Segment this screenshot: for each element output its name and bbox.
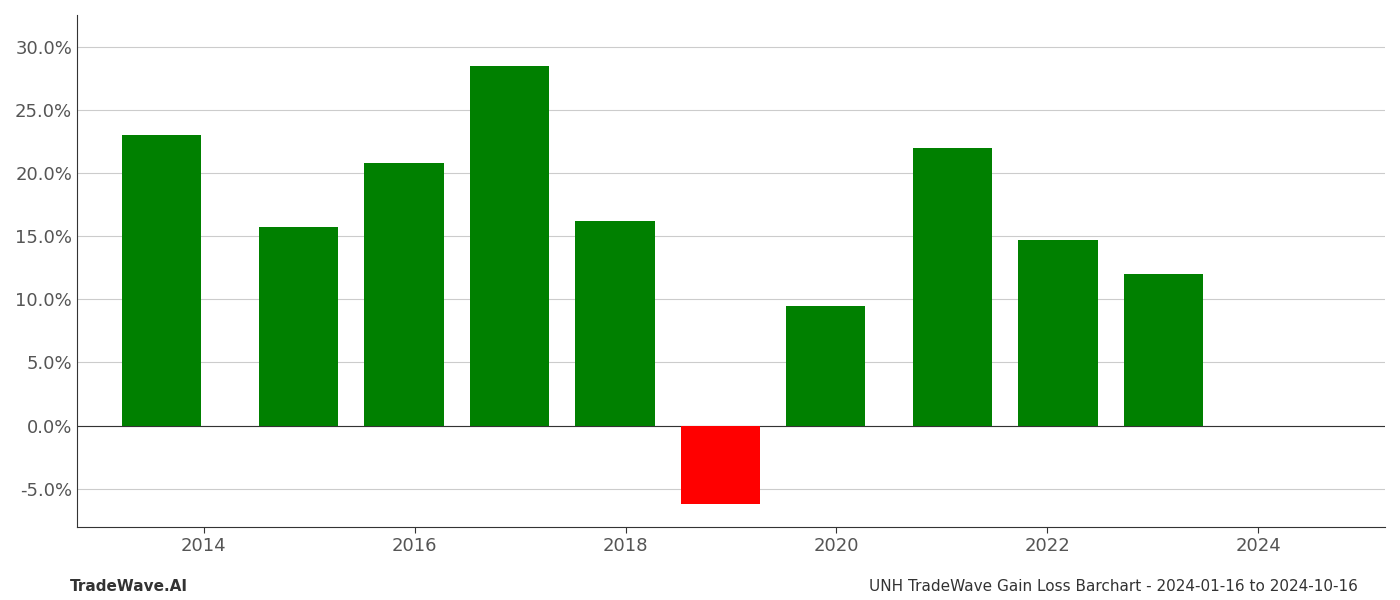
Bar — [787, 305, 865, 425]
Bar — [259, 227, 337, 425]
Bar — [913, 148, 993, 425]
Bar — [1018, 240, 1098, 425]
Bar — [680, 425, 760, 504]
Bar — [470, 65, 549, 425]
Bar — [1124, 274, 1203, 425]
Bar — [122, 135, 202, 425]
Text: UNH TradeWave Gain Loss Barchart - 2024-01-16 to 2024-10-16: UNH TradeWave Gain Loss Barchart - 2024-… — [869, 579, 1358, 594]
Text: TradeWave.AI: TradeWave.AI — [70, 579, 188, 594]
Bar — [364, 163, 444, 425]
Bar — [575, 221, 655, 425]
